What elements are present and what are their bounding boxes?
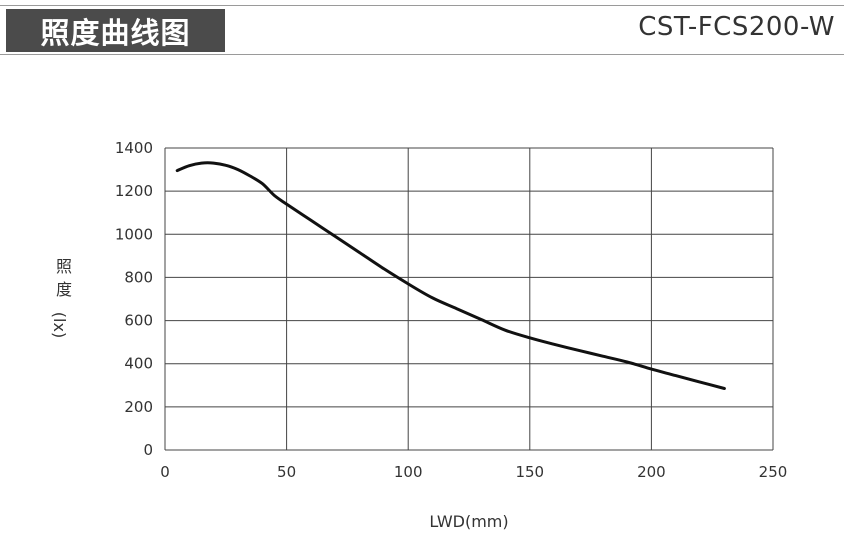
- chart-grid: [164, 147, 774, 451]
- y-tick-label: 600: [124, 312, 153, 330]
- header-top-rule: [0, 5, 844, 6]
- y-tick-label: 0: [143, 441, 153, 459]
- model-number: CST-FCS200-W: [638, 12, 835, 42]
- x-tick-label: 50: [277, 463, 296, 481]
- header-bottom-rule: [0, 54, 844, 55]
- title-banner: 照度曲线图: [6, 9, 225, 52]
- y-tick-label: 1000: [115, 225, 153, 243]
- y-tick-label: 400: [124, 355, 153, 373]
- y-tick-labels: 0 200 400 600 800 1000 1200 1400: [115, 139, 153, 459]
- series-line: [175, 161, 726, 390]
- x-tick-label: 150: [515, 463, 544, 481]
- x-axis-label: LWD(mm): [429, 512, 508, 531]
- y-axis-label-char-2: 度: [56, 280, 72, 299]
- x-tick-label: 250: [759, 463, 788, 481]
- page-title: 照度曲线图: [40, 15, 191, 50]
- y-tick-label: 1200: [115, 182, 153, 200]
- x-tick-labels: 0 50 100 150 200 250: [160, 463, 787, 481]
- y-tick-label: 1400: [115, 139, 153, 157]
- x-tick-label: 100: [394, 463, 423, 481]
- y-axis-label-char-1: 照: [56, 257, 72, 276]
- x-tick-label: 0: [160, 463, 170, 481]
- x-tick-label: 200: [637, 463, 666, 481]
- y-axis-label-unit: (lx): [50, 312, 69, 338]
- chart-series: [175, 161, 726, 390]
- y-tick-label: 200: [124, 398, 153, 416]
- y-tick-label: 800: [124, 268, 153, 286]
